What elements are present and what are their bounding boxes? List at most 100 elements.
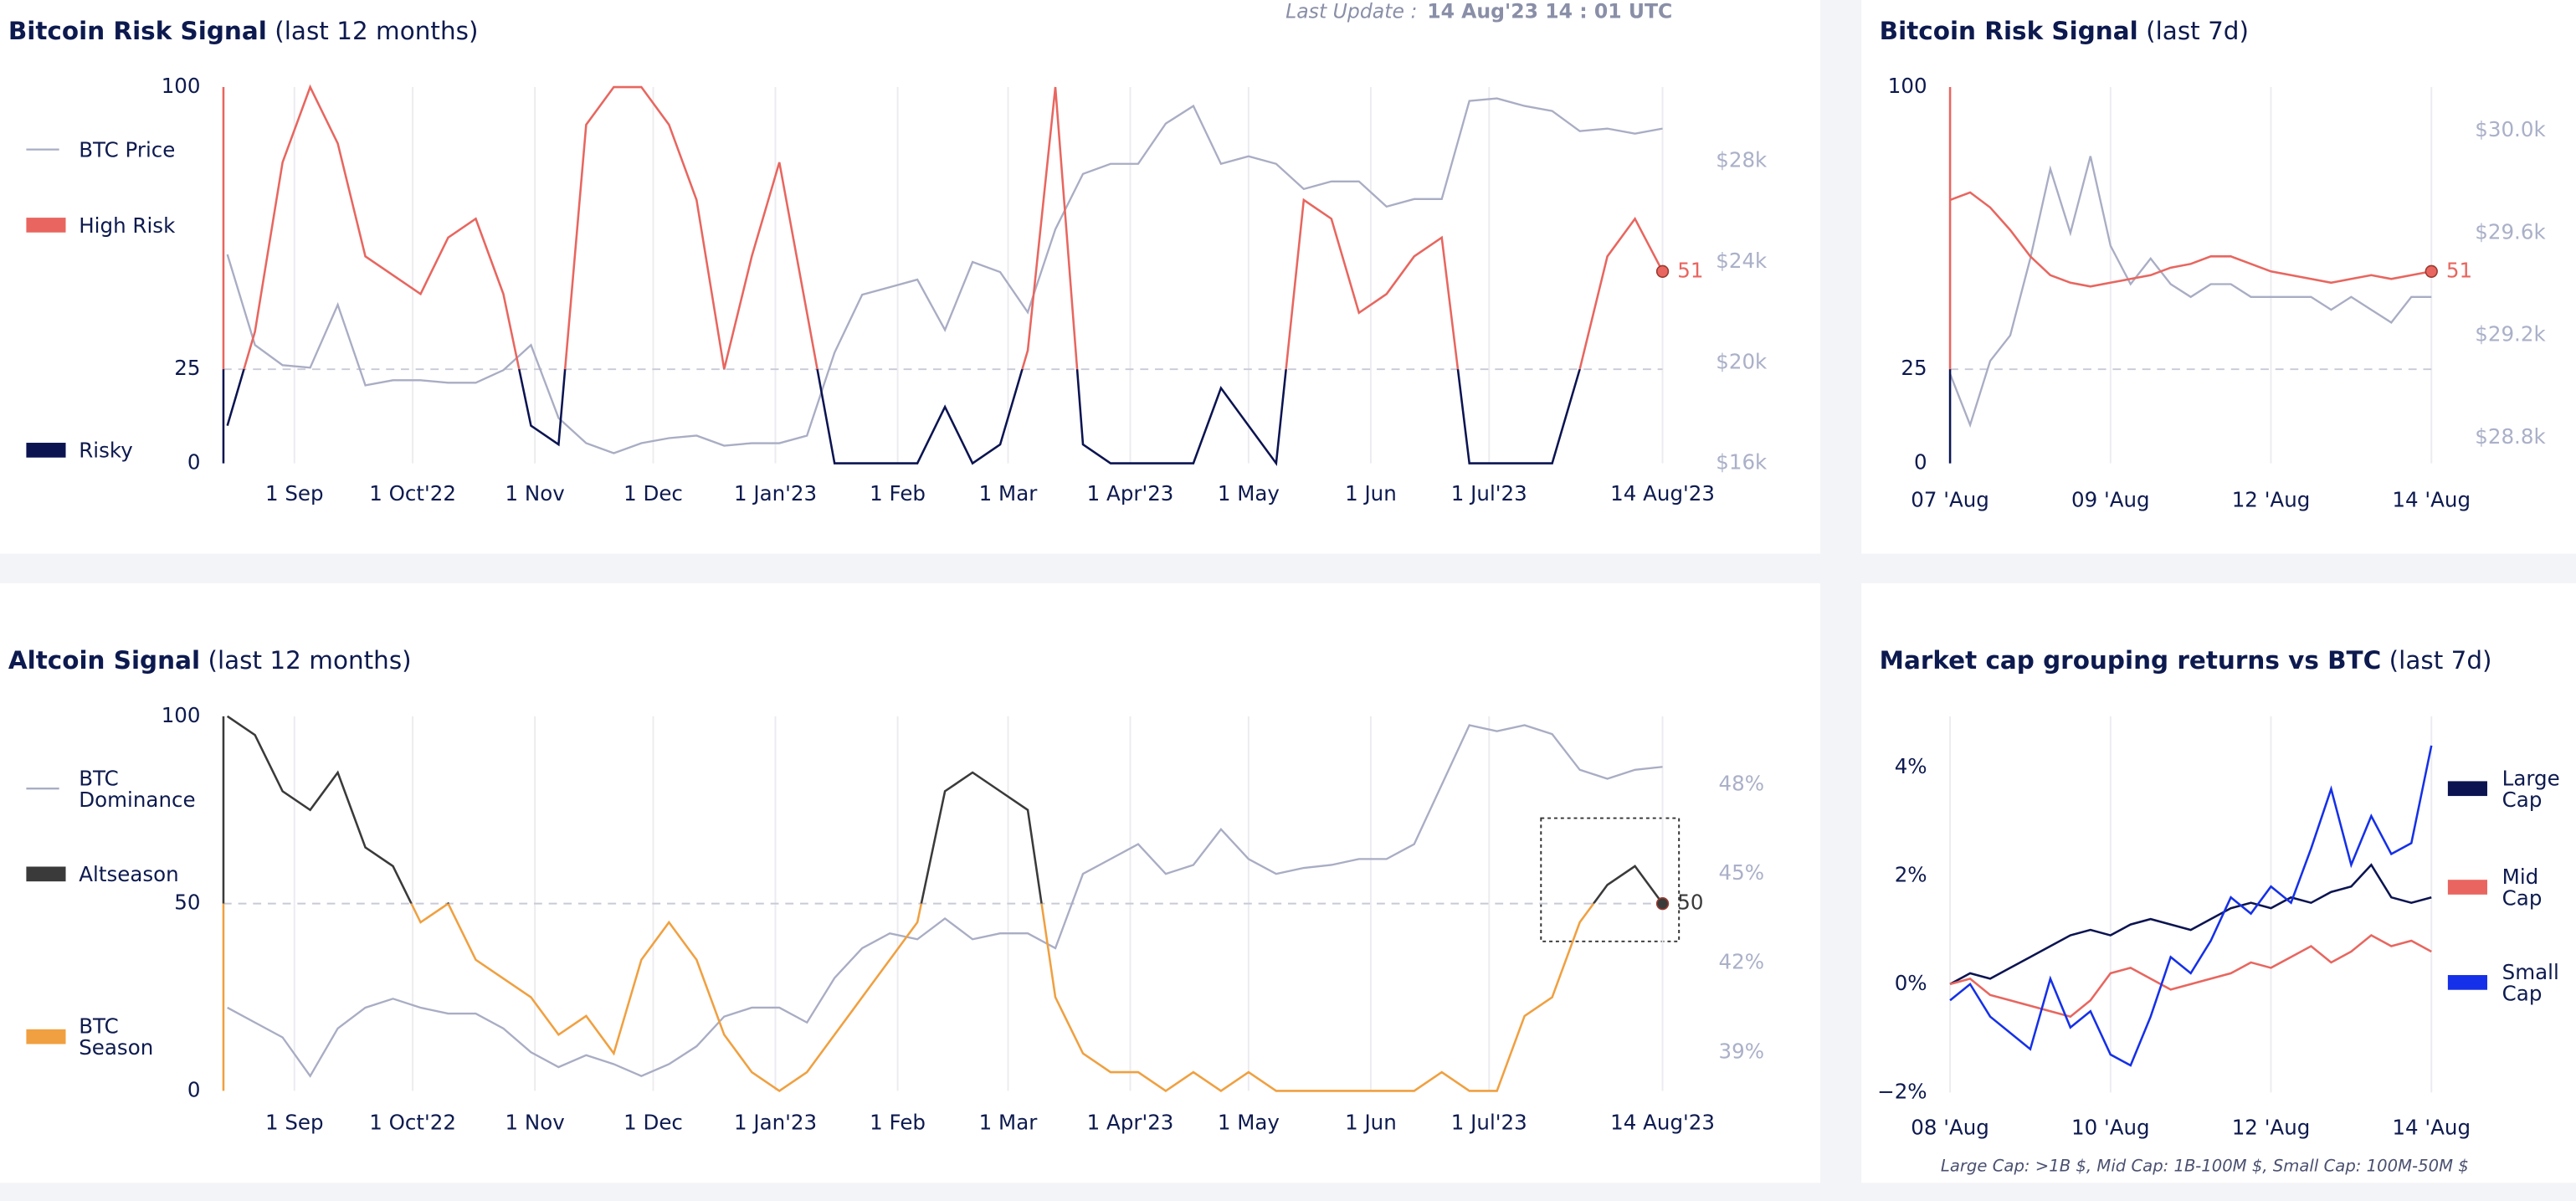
- y2-tick-label: $28.8k: [2475, 424, 2546, 449]
- x-tick-label: 14 Aug'23: [1610, 1111, 1715, 1135]
- band-group: [222, 84, 1664, 370]
- chart-title: Bitcoin Risk Signal (last 7d): [1880, 17, 2249, 46]
- legend-swatch: [26, 866, 66, 882]
- band-group: [1948, 192, 2431, 464]
- y2-tick-label: 45%: [1719, 860, 1765, 885]
- x-tick-label: 1 Nov: [505, 481, 565, 506]
- legend-label: BTC Price: [79, 136, 176, 162]
- x-tick-label: 1 Apr'23: [1087, 1111, 1174, 1135]
- x-tick-label: 12 'Aug: [2232, 1116, 2311, 1140]
- legend-label: High Risk: [79, 213, 176, 238]
- chart-title: Bitcoin Risk Signal (last 12 months): [8, 17, 479, 46]
- panel: [0, 0, 1821, 554]
- y-tick-label: 100: [162, 74, 201, 98]
- title-sub: (last 7d): [2389, 645, 2492, 675]
- x-tick-label: 1 Dec: [623, 481, 683, 506]
- band-group: [1948, 87, 2432, 370]
- series-line: [1949, 863, 2432, 985]
- title-sub: (last 7d): [2146, 16, 2249, 46]
- x-tick-label: 1 Dec: [623, 1111, 683, 1135]
- y-tick-label: 100: [162, 703, 201, 727]
- series-line: [1949, 934, 2432, 1019]
- last-update: Last Update : 14 Aug'23 14 : 01 UTC: [1285, 0, 1672, 23]
- y-tick-label: 0%: [1895, 971, 1927, 995]
- y-tick-label: 100: [1888, 74, 1927, 98]
- x-tick-label: 14 'Aug: [2392, 1116, 2471, 1140]
- legend-swatch: [2447, 880, 2487, 895]
- y-tick-label: 0: [187, 1077, 201, 1101]
- x-tick-label: 1 Jun: [1345, 1111, 1397, 1135]
- series-line: [226, 369, 1581, 466]
- y-tick-label: 0: [187, 450, 201, 475]
- y2-tick-label: $16k: [1716, 450, 1768, 475]
- end-dot: [1655, 896, 1670, 911]
- y-tick-label: 50: [174, 890, 200, 915]
- x-tick-label: 1 May: [1218, 1111, 1280, 1135]
- end-label: 51: [1677, 258, 1703, 282]
- x-tick-label: 08 'Aug: [1911, 1116, 1989, 1140]
- legend-swatch: [26, 218, 66, 233]
- series-line: [1949, 191, 2432, 288]
- legend-label: Small Cap: [2502, 959, 2559, 1006]
- x-tick-label: 09 'Aug: [2071, 488, 2150, 512]
- title-main: Market cap grouping returns vs BTC: [1879, 645, 2382, 675]
- title-main: Bitcoin Risk Signal: [8, 16, 267, 46]
- panel: [0, 583, 1821, 1183]
- x-tick-label: 12 'Aug: [2232, 488, 2311, 512]
- x-tick-label: 10 'Aug: [2071, 1116, 2150, 1140]
- last-update-value: 14 Aug'23 14 : 01 UTC: [1427, 0, 1673, 23]
- x-tick-label: 1 Jan'23: [734, 481, 817, 506]
- x-tick-label: 1 Mar: [979, 1111, 1039, 1135]
- y-tick-label: 25: [1901, 356, 1927, 380]
- end-dot: [1655, 264, 1670, 278]
- last-update-label: Last Update :: [1285, 0, 1418, 23]
- x-tick-label: 1 Oct'22: [369, 1111, 456, 1135]
- panel: [1861, 0, 2576, 554]
- legend-swatch: [2447, 975, 2487, 990]
- y2-tick-label: $28k: [1716, 148, 1768, 172]
- x-tick-label: 1 Feb: [870, 1111, 926, 1135]
- legend-swatch: [2447, 781, 2487, 797]
- y2-tick-label: 42%: [1719, 950, 1765, 974]
- series-line: [226, 715, 1664, 904]
- legend-swatch: [26, 443, 66, 458]
- x-tick-label: 1 Nov: [505, 1111, 565, 1135]
- series-line: [1948, 156, 2432, 429]
- y-tick-label: 2%: [1895, 862, 1927, 886]
- y-tick-label: 4%: [1895, 754, 1927, 778]
- chart-title: Altcoin Signal (last 12 months): [8, 645, 412, 675]
- y-tick-label: 0: [1914, 450, 1927, 475]
- series-line: [410, 903, 1663, 1092]
- x-tick-label: 1 Jun: [1345, 481, 1397, 506]
- legend-label: Mid Cap: [2502, 864, 2543, 911]
- footnote: Large Cap: >1B $, Mid Cap: 1B-100M $, Sm…: [1940, 1157, 2469, 1177]
- band-group: [222, 903, 1663, 1092]
- x-tick-label: 1 Mar: [979, 481, 1039, 506]
- x-tick-label: 1 May: [1218, 481, 1280, 506]
- band-group: [222, 369, 1581, 466]
- x-tick-label: 1 Sep: [265, 1111, 324, 1135]
- x-tick-label: 07 'Aug: [1911, 488, 1989, 512]
- y2-tick-label: $24k: [1716, 249, 1768, 273]
- end-label: 50: [1677, 890, 1703, 915]
- legend-swatch: [26, 1029, 66, 1044]
- y-tick-label: −2%: [1877, 1079, 1927, 1103]
- x-tick-label: 1 Jan'23: [734, 1111, 817, 1135]
- end-label: 51: [2446, 258, 2472, 282]
- legend-label: Large Cap: [2502, 765, 2560, 812]
- title-main: Altcoin Signal: [8, 645, 201, 675]
- legend-label: BTC Season: [79, 1014, 154, 1060]
- x-tick-label: 1 Feb: [870, 481, 926, 506]
- title-main: Bitcoin Risk Signal: [1879, 16, 2138, 46]
- series-line: [227, 724, 1663, 1078]
- y2-tick-label: 39%: [1719, 1039, 1765, 1063]
- x-tick-label: 1 Oct'22: [369, 481, 456, 506]
- series-line: [226, 97, 1663, 454]
- series-line: [1950, 192, 2431, 286]
- legend-label: Risky: [79, 438, 133, 463]
- x-tick-label: 1 Jul'23: [1451, 1111, 1527, 1135]
- legend-label: BTC Dominance: [79, 765, 196, 812]
- band-group: [222, 715, 1664, 904]
